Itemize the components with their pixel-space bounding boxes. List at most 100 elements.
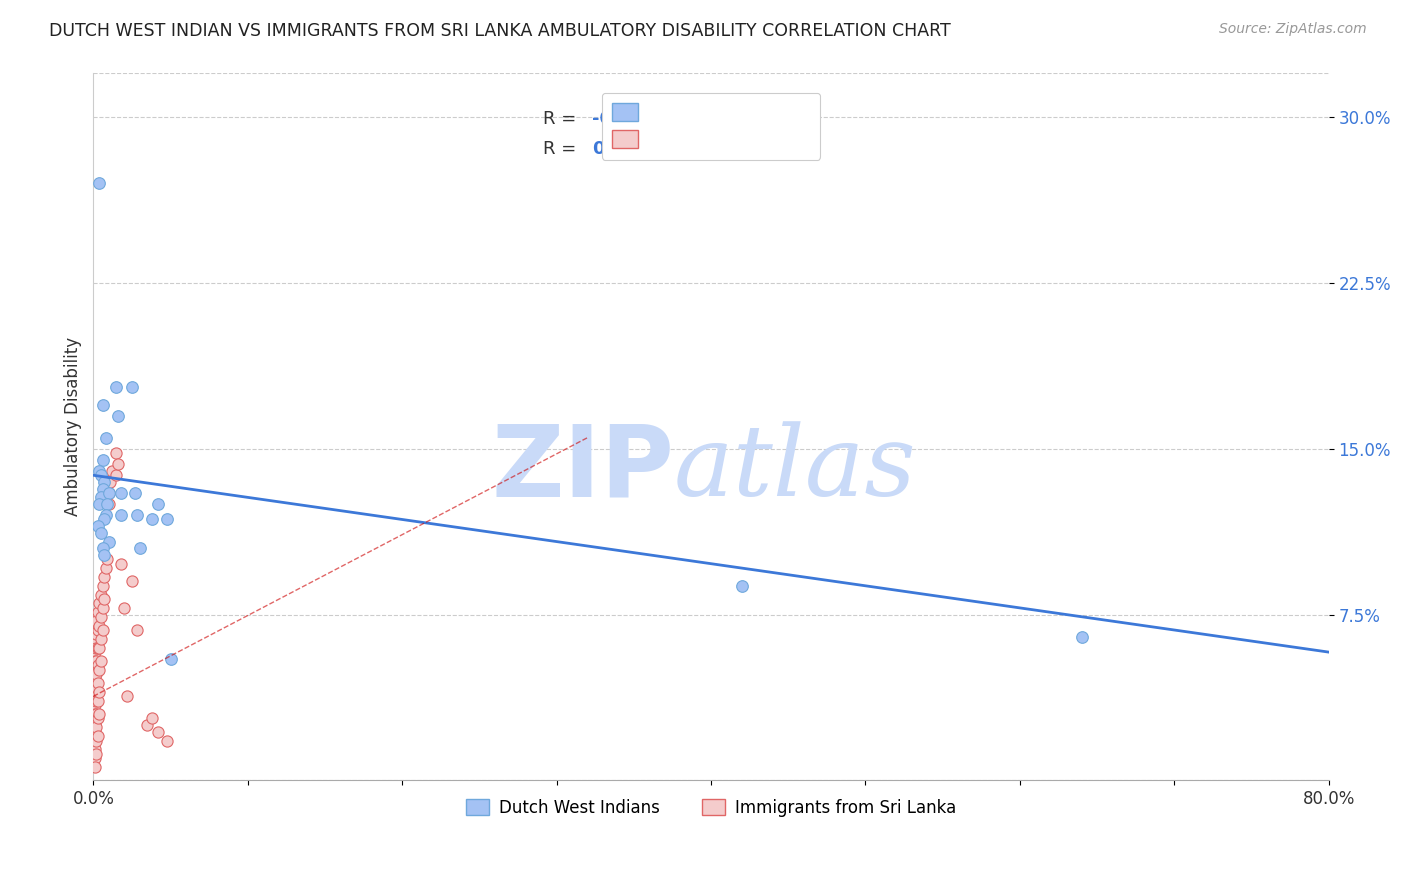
- Point: [90, 588, 112, 602]
- Point: [86, 654, 108, 668]
- Point: [101, 464, 124, 478]
- Point: [89, 177, 111, 191]
- Point: [159, 651, 181, 665]
- Point: [97, 534, 120, 549]
- Point: [83, 760, 105, 774]
- Text: N =: N =: [671, 140, 710, 158]
- Point: [107, 409, 129, 423]
- Point: [97, 486, 120, 500]
- Point: [83, 724, 105, 739]
- Point: [83, 751, 105, 765]
- Point: [110, 508, 132, 522]
- Text: Source: ZipAtlas.com: Source: ZipAtlas.com: [1219, 22, 1367, 37]
- Point: [87, 729, 110, 743]
- Point: [93, 592, 115, 607]
- Point: [121, 574, 143, 589]
- Point: [83, 698, 105, 713]
- Point: [93, 570, 115, 584]
- Point: [90, 632, 112, 646]
- Point: [98, 475, 121, 489]
- Point: [97, 497, 120, 511]
- Point: [87, 640, 110, 655]
- Point: [83, 672, 105, 686]
- Point: [91, 623, 114, 637]
- Text: R =: R =: [543, 140, 582, 158]
- Point: [83, 715, 105, 730]
- Point: [117, 690, 139, 704]
- Text: ZIP: ZIP: [491, 421, 673, 517]
- Text: 68: 68: [711, 140, 737, 158]
- Point: [96, 552, 118, 566]
- Point: [125, 508, 148, 522]
- Point: [83, 623, 105, 637]
- Point: [89, 618, 111, 632]
- Point: [91, 452, 114, 467]
- Point: [87, 519, 110, 533]
- Point: [105, 380, 128, 394]
- Point: [89, 663, 111, 677]
- Text: 0.274: 0.274: [592, 140, 650, 158]
- Point: [141, 711, 163, 725]
- Point: [87, 711, 110, 725]
- Point: [93, 475, 115, 489]
- Point: [141, 512, 163, 526]
- Point: [90, 491, 112, 505]
- Point: [91, 541, 114, 556]
- Point: [90, 525, 112, 540]
- Point: [86, 747, 108, 761]
- Point: [83, 742, 105, 756]
- Point: [1070, 630, 1092, 644]
- Point: [86, 694, 108, 708]
- Point: [156, 512, 179, 526]
- Point: [83, 733, 105, 747]
- Point: [89, 685, 111, 699]
- Point: [89, 464, 111, 478]
- Y-axis label: Ambulatory Disability: Ambulatory Disability: [65, 337, 82, 516]
- Point: [91, 579, 114, 593]
- Point: [83, 654, 105, 668]
- Point: [93, 512, 115, 526]
- Point: [86, 681, 108, 695]
- Point: [731, 579, 754, 593]
- Point: [89, 597, 111, 611]
- Point: [107, 457, 129, 471]
- Point: [105, 468, 128, 483]
- Point: [128, 541, 150, 556]
- Point: [112, 600, 135, 615]
- Point: [148, 497, 170, 511]
- Text: 33: 33: [711, 110, 735, 128]
- Point: [86, 627, 108, 641]
- Point: [87, 623, 110, 637]
- Point: [91, 398, 114, 412]
- Point: [86, 733, 108, 747]
- Point: [105, 446, 128, 460]
- Point: [86, 720, 108, 734]
- Point: [83, 636, 105, 650]
- Point: [96, 497, 118, 511]
- Point: [83, 681, 105, 695]
- Point: [148, 724, 170, 739]
- Point: [94, 561, 117, 575]
- Point: [124, 486, 146, 500]
- Point: [83, 690, 105, 704]
- Point: [86, 640, 108, 655]
- Point: [90, 654, 112, 668]
- Point: [90, 609, 112, 624]
- Point: [110, 486, 132, 500]
- Point: [83, 663, 105, 677]
- Point: [91, 482, 114, 496]
- Point: [89, 497, 111, 511]
- Text: atlas: atlas: [673, 421, 917, 516]
- Point: [87, 658, 110, 673]
- Text: R =: R =: [543, 110, 582, 128]
- Point: [91, 600, 114, 615]
- Point: [97, 486, 120, 500]
- Point: [94, 431, 117, 445]
- Point: [86, 706, 108, 721]
- Point: [86, 667, 108, 681]
- Point: [83, 645, 105, 659]
- Point: [93, 548, 115, 562]
- Point: [89, 640, 111, 655]
- Point: [86, 614, 108, 628]
- Legend: Dutch West Indians, Immigrants from Sri Lanka: Dutch West Indians, Immigrants from Sri …: [457, 790, 965, 825]
